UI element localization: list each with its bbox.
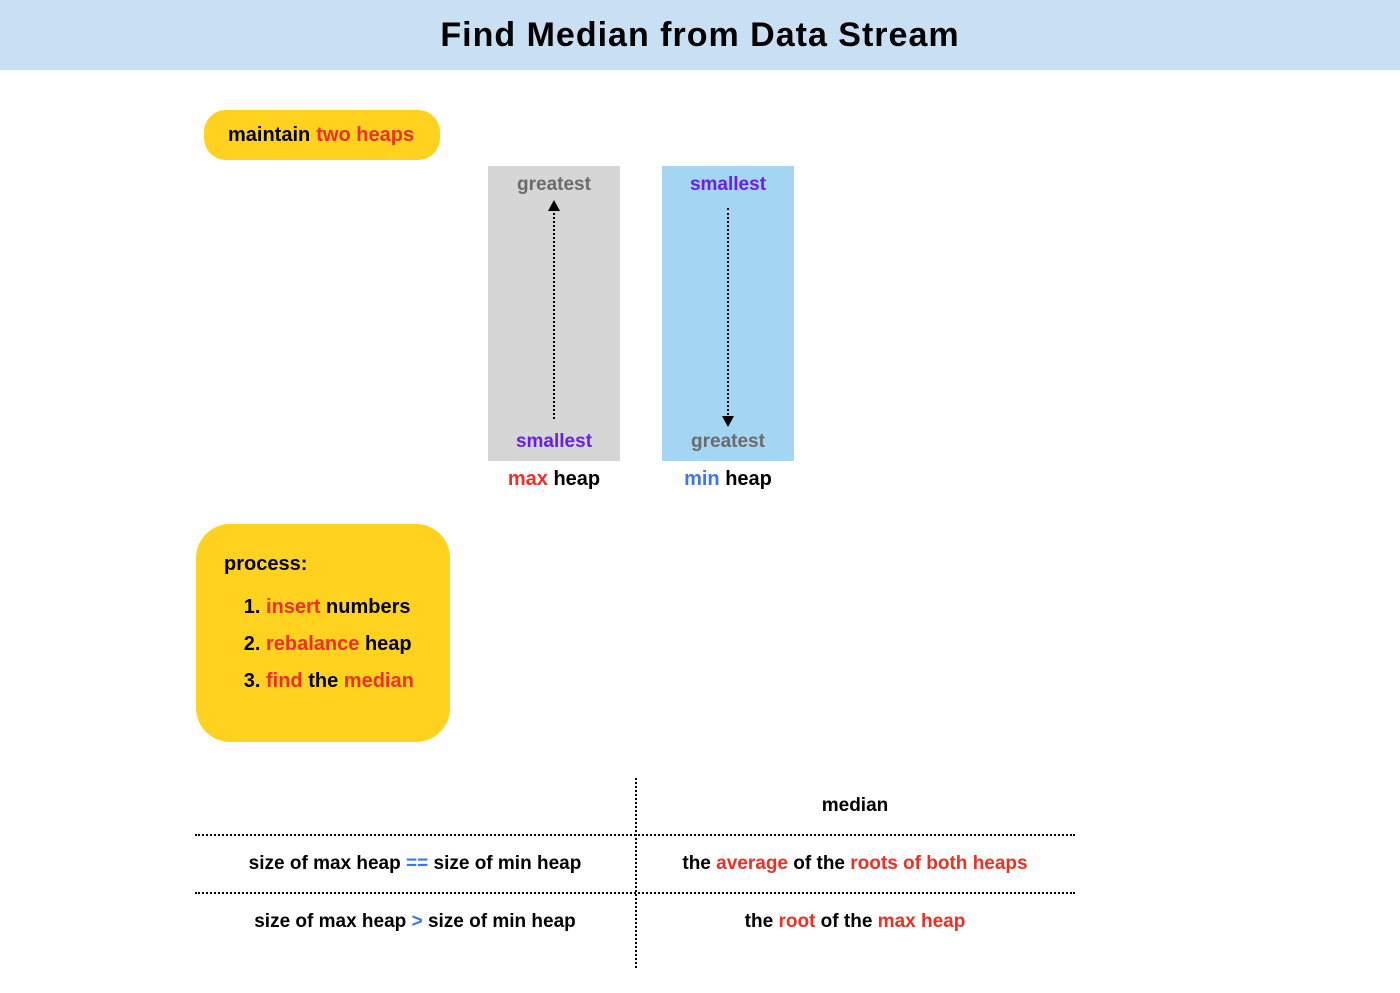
step3-hl2: median — [344, 670, 414, 692]
maintain-prefix: maintain — [228, 124, 310, 147]
max-heap-caption-hl: max — [508, 468, 548, 490]
max-heap-caption-rest: heap — [548, 468, 600, 490]
r1r-b: of the — [788, 853, 850, 874]
arrow-down-icon — [722, 416, 734, 427]
row1-result: the average of the roots of both heaps — [635, 853, 1075, 875]
step3-hl: find — [266, 670, 303, 692]
r2r-a: the — [745, 911, 779, 932]
process-step-2: rebalance heap — [266, 626, 422, 663]
step2-rest: heap — [359, 633, 411, 655]
r1r-h2: roots of both heaps — [850, 853, 1027, 874]
max-heap-box: greatest smallest — [488, 166, 620, 461]
r1r-a: the — [682, 853, 716, 874]
min-heap-caption: min heap — [662, 468, 794, 491]
max-heap-caption: max heap — [488, 468, 620, 491]
r1l-b: size of min heap — [428, 853, 581, 874]
table-vline — [635, 778, 637, 968]
process-card: process: insert numbers rebalance heap f… — [196, 524, 450, 742]
r1l-op: == — [406, 853, 428, 874]
row1-condition: size of max heap == size of min heap — [195, 853, 635, 875]
process-step-1: insert numbers — [266, 589, 422, 626]
row2-condition: size of max heap > size of min heap — [195, 911, 635, 933]
max-heap-arrow-line — [553, 208, 555, 419]
process-step-3: find the median — [266, 663, 422, 700]
step3-rest: the — [303, 670, 344, 692]
min-heap-bottom-label: greatest — [662, 431, 794, 453]
r2l-a: size of max heap — [254, 911, 411, 932]
r2l-op: > — [412, 911, 423, 932]
median-table: median size of max heap == size of min h… — [195, 778, 1075, 950]
min-heap-caption-rest: heap — [720, 468, 772, 490]
process-list: insert numbers rebalance heap find the m… — [224, 589, 422, 700]
step1-hl: insert — [266, 596, 320, 618]
r2r-h1: root — [778, 911, 815, 932]
max-heap-top-label: greatest — [488, 174, 620, 196]
step2-hl: rebalance — [266, 633, 359, 655]
min-heap-caption-hl: min — [684, 468, 720, 490]
arrow-up-icon — [548, 200, 560, 211]
title-bar: Find Median from Data Stream — [0, 0, 1400, 70]
min-heap-box: smallest greatest — [662, 166, 794, 461]
page-title: Find Median from Data Stream — [440, 16, 959, 55]
r2l-b: size of min heap — [423, 911, 576, 932]
step1-rest: numbers — [320, 596, 410, 618]
r1r-h1: average — [716, 853, 788, 874]
min-heap-arrow-line — [727, 208, 729, 419]
max-heap-bottom-label: smallest — [488, 431, 620, 453]
maintain-highlight: two heaps — [316, 124, 414, 147]
table-header-right: median — [635, 795, 1075, 817]
r1l-a: size of max heap — [249, 853, 406, 874]
maintain-pill: maintain two heaps — [204, 110, 440, 160]
r2r-h2: max heap — [878, 911, 966, 932]
min-heap-top-label: smallest — [662, 174, 794, 196]
process-heading: process: — [224, 546, 422, 583]
r2r-b: of the — [815, 911, 877, 932]
row2-result: the root of the max heap — [635, 911, 1075, 933]
